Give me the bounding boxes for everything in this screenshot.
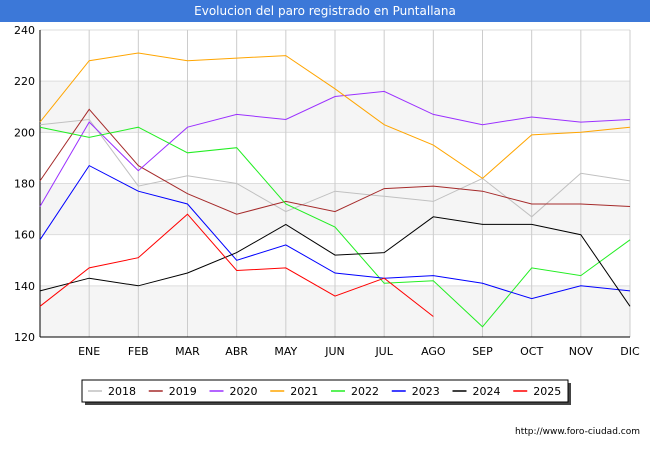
series-lines (39, 52, 631, 328)
x-tick-label: FEB (128, 345, 149, 358)
series-line-2025 (39, 213, 434, 317)
y-tick-labels: 120 140 160 180 200 220 240 (14, 24, 35, 344)
legend-label-2020: 2020 (230, 385, 258, 398)
y-tick-label: 200 (14, 126, 35, 139)
x-tick-label: NOV (569, 345, 594, 358)
x-tick-label: MAY (274, 345, 297, 358)
legend-label-2025: 2025 (533, 385, 561, 398)
series-line-2022 (39, 126, 631, 328)
legend-label-2019: 2019 (169, 385, 197, 398)
x-tick-label: AGO (421, 345, 446, 358)
axes (39, 30, 630, 338)
line-chart: 120 140 160 180 200 220 240 ENE FEB MAR ABR MAY JUN… (14, 24, 640, 405)
legend-label-2023: 2023 (412, 385, 440, 398)
y-tick-label: 240 (14, 24, 35, 37)
x-tick-label: SEP (472, 345, 493, 358)
source-url[interactable]: http://www.foro-ciudad.com (515, 427, 640, 437)
legend-box (81, 379, 569, 403)
legend-label-2024: 2024 (473, 385, 501, 398)
legend-label-2018: 2018 (108, 385, 136, 398)
y-tick-label: 160 (14, 229, 35, 242)
series-line-2023 (39, 164, 631, 300)
x-tick-labels: ENE FEB MAR ABR MAY JUN JUL AGO SEP OCT NOV DIC (78, 345, 640, 358)
legend-label-2022: 2022 (351, 385, 379, 398)
x-tick-label: MAR (175, 345, 200, 358)
chart-title: Evolucion del paro registrado en Puntall… (0, 0, 650, 22)
series-line-2024 (39, 216, 631, 307)
y-tick-label: 120 (14, 331, 35, 344)
series-line-2018 (39, 118, 631, 218)
x-tick-label: ABR (225, 345, 248, 358)
x-tick-label: JUL (374, 345, 393, 358)
legend-label-2021: 2021 (290, 385, 318, 398)
y-tick-label: 140 (14, 280, 35, 293)
x-tick-label: DIC (620, 345, 640, 358)
series-line-2019 (39, 108, 631, 215)
x-tick-label: ENE (78, 345, 100, 358)
x-tick-label: OCT (520, 345, 543, 358)
legend: 2018 2019 2020 2021 2022 2023 2024 2025 (81, 379, 571, 405)
series-line-2021 (39, 52, 631, 180)
series-line-2020 (39, 90, 631, 207)
y-tick-label: 180 (14, 178, 35, 191)
x-tick-label: JUN (324, 345, 345, 358)
y-tick-label: 220 (14, 75, 35, 88)
